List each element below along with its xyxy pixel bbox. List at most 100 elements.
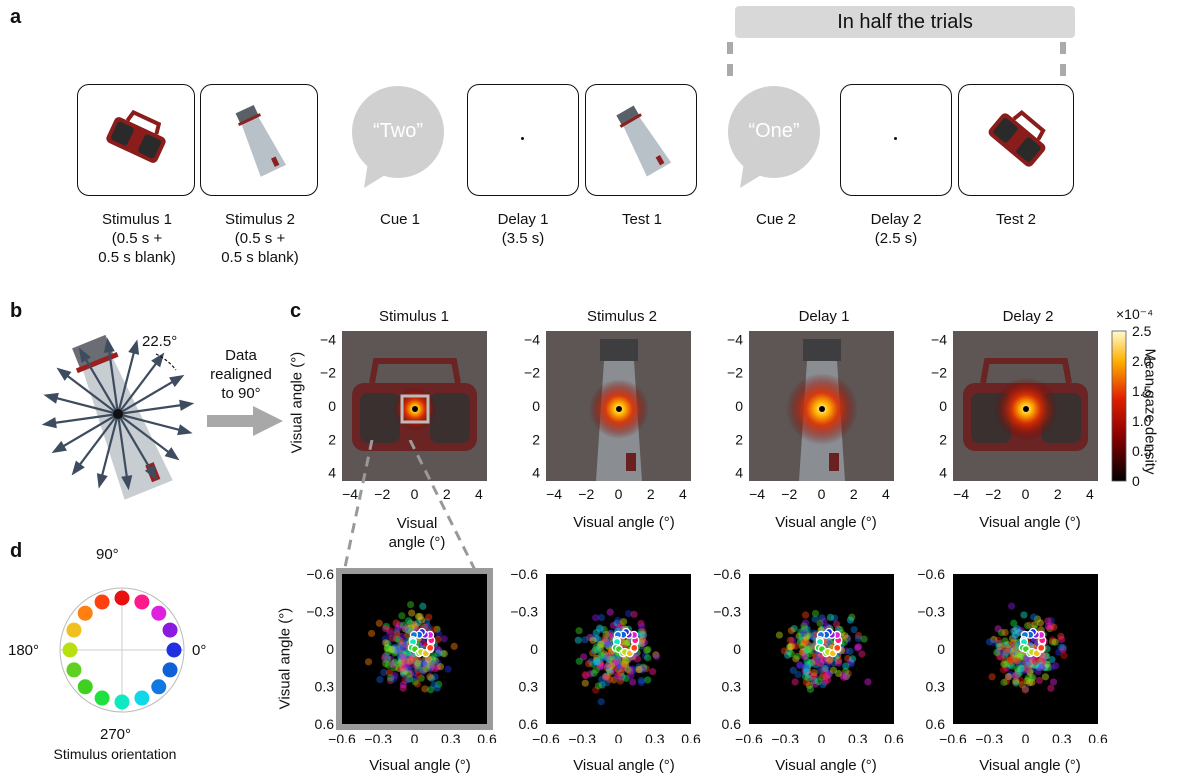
- gaze-point: [584, 660, 593, 668]
- gaze-point: [1013, 648, 1022, 656]
- gaze-point: [406, 654, 414, 662]
- gaze-point: [635, 665, 643, 674]
- gaze-point: [415, 671, 423, 679]
- gaze-point: [788, 642, 796, 650]
- gaze-point: [596, 655, 604, 664]
- orientation-color-dot: [66, 622, 82, 638]
- gaze-point: [1013, 647, 1021, 655]
- y-tick-label: 0.6: [519, 716, 539, 732]
- gaze-point: [787, 643, 795, 651]
- gaze-point: [801, 652, 810, 660]
- gaze-point: [1043, 660, 1051, 668]
- gaze-point: [618, 664, 626, 672]
- x-tick-label: 0.6: [681, 731, 701, 743]
- gaze-point: [616, 623, 624, 632]
- gaze-point: [630, 665, 638, 673]
- direction-arrow: [117, 412, 183, 432]
- gaze-point: [386, 676, 395, 685]
- y-tick-label: 0: [939, 398, 947, 414]
- x-tick-label: −2: [578, 486, 594, 502]
- colorbar-label: Mean gaze density: [1141, 348, 1159, 475]
- gaze-point: [1047, 616, 1055, 625]
- mean-gaze-marker: [426, 643, 435, 652]
- y-tick-label: 2: [328, 431, 336, 447]
- gaze-point: [618, 672, 626, 681]
- banner-dashed-left: [727, 42, 733, 76]
- direction-arrowhead: [103, 337, 115, 353]
- gaze-point: [1023, 666, 1031, 674]
- gaze-point: [627, 671, 635, 680]
- gaze-point: [388, 645, 396, 653]
- direction-arrowhead: [96, 473, 108, 489]
- gaze-point: [1012, 679, 1020, 687]
- gaze-point: [382, 622, 390, 631]
- gaze-point: [383, 644, 392, 652]
- gaze-point: [626, 667, 634, 675]
- y-tick-label: 0: [530, 641, 538, 657]
- gaze-point: [1010, 649, 1018, 657]
- gaze-point: [410, 620, 418, 629]
- gaze-point: [652, 651, 660, 659]
- gaze-point: [400, 670, 408, 678]
- gaze-point: [824, 642, 832, 650]
- gaze-point: [827, 640, 835, 648]
- gaze-point: [810, 631, 819, 640]
- x-tick-label: 4: [882, 486, 890, 502]
- y-tick-label: 0.3: [722, 679, 742, 695]
- y-tick-label: 2: [735, 431, 743, 447]
- gaze-point: [614, 616, 622, 625]
- gaze-point: [575, 627, 583, 635]
- gaze-point: [791, 678, 799, 686]
- gaze-point: [819, 671, 827, 679]
- gaze-point: [1008, 646, 1016, 654]
- orientation-color-dot: [134, 594, 150, 610]
- title-stimulus1: Stimulus 1: [378, 308, 450, 325]
- gaze-point: [390, 659, 398, 667]
- gaze-point: [638, 635, 647, 644]
- y-tick-label: −0.6: [713, 568, 741, 582]
- gaze-point: [798, 633, 806, 641]
- y-tick-label: −2: [320, 365, 336, 381]
- top-x-axis-label-3: Visual angle (°): [775, 514, 877, 531]
- gaze-point: [380, 654, 389, 662]
- gaze-point: [805, 671, 813, 679]
- gaze-point: [422, 665, 430, 673]
- gaze-point: [627, 665, 635, 673]
- gaze-point: [1029, 659, 1037, 667]
- gaze-point: [615, 663, 624, 672]
- angle-22-5-label: 22.5°: [142, 333, 177, 350]
- gaze-point: [810, 669, 818, 677]
- y-tick-label: 4: [735, 465, 743, 481]
- gaze-point: [803, 629, 811, 637]
- y-tick-label: −2: [524, 365, 540, 381]
- gaze-point: [847, 659, 855, 668]
- gaze-point: [609, 656, 617, 664]
- gaze-point: [790, 625, 798, 633]
- gaze-point: [614, 657, 622, 665]
- gaze-point: [1047, 663, 1056, 671]
- gaze-point: [602, 672, 610, 680]
- gaze-point: [1021, 685, 1030, 693]
- gaze-point: [823, 640, 831, 648]
- gaze-point: [623, 664, 631, 673]
- gaze-point: [429, 657, 437, 665]
- angle-270-label: 270°: [100, 726, 132, 743]
- gaze-point: [596, 663, 604, 671]
- gaze-point: [1012, 671, 1020, 680]
- gaze-point: [1038, 659, 1046, 667]
- gaze-point: [803, 625, 812, 633]
- y-tick-label: −0.3: [510, 604, 538, 620]
- gaze-point: [623, 656, 631, 664]
- gaze-point: [1019, 652, 1027, 660]
- gaze-point: [636, 665, 644, 674]
- gaze-point: [399, 681, 407, 689]
- direction-arrow: [117, 360, 159, 415]
- gaze-point: [624, 655, 633, 664]
- gaze-point: [1011, 646, 1019, 654]
- gaze-point: [1009, 647, 1017, 655]
- x-tick-label: 0.3: [441, 731, 461, 743]
- colorbar-exponent: ×10⁻⁴: [1116, 306, 1154, 322]
- gaze-point: [410, 653, 418, 661]
- gaze-point: [606, 608, 614, 616]
- gaze-point: [382, 652, 390, 660]
